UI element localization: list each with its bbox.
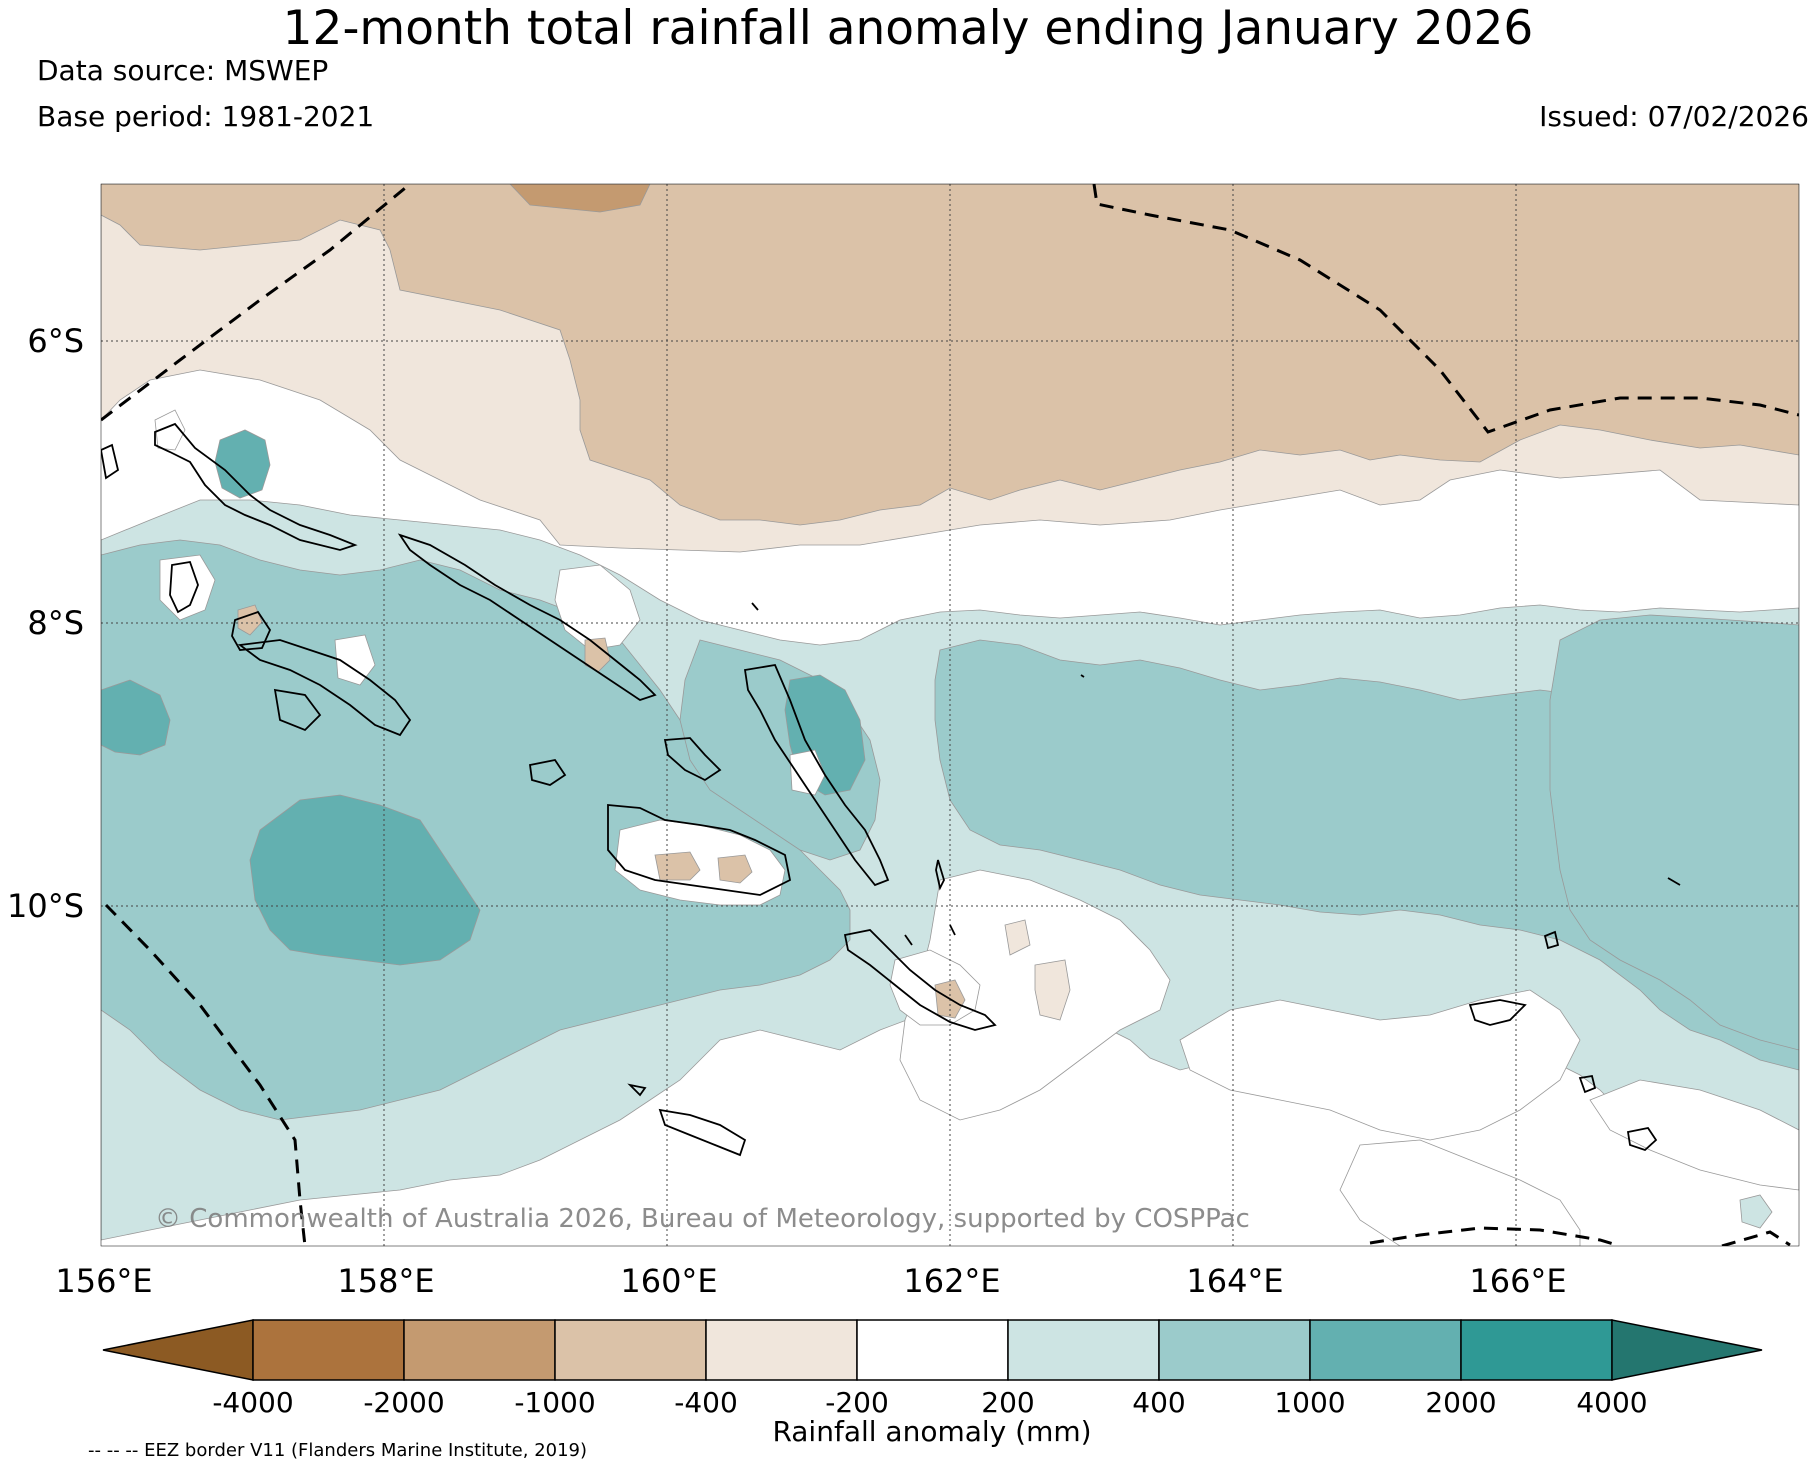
colorbar-tick-label: -400 bbox=[674, 1386, 738, 1419]
colorbar-bin bbox=[403, 1319, 556, 1381]
base-period-text: Base period: 1981-2021 bbox=[37, 100, 375, 133]
island-coastline bbox=[397, 533, 657, 701]
island-coastline bbox=[1468, 999, 1527, 1026]
anomaly-near-normal-gap bbox=[154, 409, 186, 451]
island-coastline bbox=[658, 1108, 747, 1157]
anomaly-dry-moderate-region bbox=[717, 854, 753, 884]
colorbar-tick-label: -200 bbox=[825, 1386, 889, 1419]
issued-date-text: Issued: 07/02/2026 bbox=[1539, 100, 1809, 133]
colorbar-extend-high bbox=[1611, 1319, 1763, 1381]
island-coastline bbox=[949, 924, 956, 936]
colorbar-tick-label: 1000 bbox=[1274, 1386, 1345, 1419]
island-coastline bbox=[751, 602, 759, 611]
colorbar-bin bbox=[1007, 1319, 1160, 1381]
anomaly-wet-moderate-region bbox=[101, 539, 851, 1121]
island-coastline bbox=[1578, 1074, 1597, 1094]
island-coastline bbox=[1667, 877, 1681, 886]
island-coastline bbox=[528, 758, 567, 786]
lat-tick-label: 10°S bbox=[7, 887, 84, 925]
eez-border-line bbox=[104, 903, 307, 1246]
colorbar-tick-label: -1000 bbox=[514, 1386, 595, 1419]
colorbar-bin bbox=[252, 1319, 405, 1381]
anomaly-wet-strong-region bbox=[214, 429, 271, 499]
island-coastline bbox=[101, 443, 120, 480]
island-coastline bbox=[843, 929, 997, 1031]
anomaly-dry-moderate-region bbox=[584, 637, 611, 673]
island-coastline bbox=[663, 737, 722, 782]
colorbar: -4000 -2000 -1000 -400 -200 200 400 1000… bbox=[102, 1319, 1763, 1448]
lat-tick-label: 8°S bbox=[27, 604, 84, 642]
island-coastline bbox=[154, 422, 358, 551]
anomaly-near-normal-gap bbox=[334, 634, 376, 686]
eez-borders bbox=[101, 184, 1799, 1246]
anomaly-dry-moderate-region bbox=[654, 851, 701, 881]
colorbar-bin bbox=[705, 1319, 858, 1381]
data-source-text: Data source: MSWEP bbox=[37, 54, 329, 87]
lat-tick-label: 6°S bbox=[27, 322, 84, 360]
island-coastline bbox=[743, 663, 890, 887]
graticule bbox=[101, 184, 1799, 1246]
anomaly-dry-strong-region bbox=[509, 184, 651, 213]
island-coastline bbox=[904, 934, 913, 946]
anomaly-dry-light-region bbox=[1004, 919, 1031, 956]
island-coastline bbox=[273, 688, 322, 732]
coastlines bbox=[101, 422, 1681, 1157]
lon-tick-label: 160°E bbox=[620, 1262, 717, 1300]
island-coastline bbox=[231, 610, 272, 651]
anomaly-near-normal-gap bbox=[554, 564, 641, 651]
map-frame bbox=[100, 183, 1800, 1247]
colorbar-bin bbox=[856, 1319, 1009, 1381]
island-coastline bbox=[1626, 1126, 1658, 1152]
island-coastline bbox=[627, 1083, 647, 1097]
longitude-labels: 156°E 158°E 160°E 162°E 164°E 166°E bbox=[55, 1262, 1566, 1300]
anomaly-near-normal-gap bbox=[1589, 1079, 1799, 1191]
colorbar-extend-low bbox=[102, 1319, 254, 1381]
eez-border-line bbox=[1092, 184, 1799, 434]
anomaly-near-normal-gap bbox=[1179, 989, 1581, 1141]
lon-tick-label: 156°E bbox=[55, 1262, 152, 1300]
colorbar-tick-label: -4000 bbox=[212, 1386, 293, 1419]
lon-tick-label: 162°E bbox=[903, 1262, 1000, 1300]
anomaly-near-normal-gap bbox=[1339, 1139, 1581, 1246]
island-coastline bbox=[935, 859, 945, 891]
anomaly-wet-light-region bbox=[1739, 1194, 1773, 1229]
island-coastline bbox=[1080, 674, 1085, 678]
island-coastline bbox=[237, 639, 412, 737]
eez-footnote: -- -- -- EEZ border V11 (Flanders Marine… bbox=[88, 1440, 588, 1461]
anomaly-wet-strong-region bbox=[249, 794, 481, 966]
colorbar-bin bbox=[1309, 1319, 1462, 1381]
island-coastline bbox=[1543, 930, 1560, 950]
anomaly-wet-moderate-region bbox=[1549, 614, 1799, 1051]
colorbar-bin bbox=[1460, 1319, 1613, 1381]
colorbar-tick-label: 200 bbox=[981, 1386, 1034, 1419]
island-coastline bbox=[607, 804, 792, 896]
lon-tick-label: 164°E bbox=[1186, 1262, 1283, 1300]
anomaly-wet-strong-region bbox=[101, 679, 171, 756]
island-coastline bbox=[169, 560, 199, 614]
eez-border-line bbox=[1721, 1230, 1791, 1246]
anomaly-field: © Commonwealth of Australia 2026, Bureau… bbox=[101, 184, 1799, 1246]
colorbar-tick-label: 4000 bbox=[1576, 1386, 1647, 1419]
colorbar-tick-label: 2000 bbox=[1425, 1386, 1496, 1419]
colorbar-tick-label: 400 bbox=[1132, 1386, 1185, 1419]
colorbar-title: Rainfall anomaly (mm) bbox=[772, 1415, 1091, 1448]
colorbar-bin bbox=[554, 1319, 707, 1381]
colorbar-tick-label: -2000 bbox=[363, 1386, 444, 1419]
colorbar-bin bbox=[1158, 1319, 1311, 1381]
latitude-labels: 6°S 8°S 10°S bbox=[7, 322, 84, 925]
lon-tick-label: 158°E bbox=[337, 1262, 434, 1300]
chart-title: 12-month total rainfall anomaly ending J… bbox=[282, 1, 1534, 56]
lon-tick-label: 166°E bbox=[1469, 1262, 1566, 1300]
anomaly-dry-light-region bbox=[1034, 959, 1071, 1021]
copyright-notice: © Commonwealth of Australia 2026, Bureau… bbox=[155, 1204, 1250, 1234]
anomaly-near-normal-gap bbox=[899, 869, 1171, 1121]
eez-border-line bbox=[1369, 1226, 1621, 1246]
